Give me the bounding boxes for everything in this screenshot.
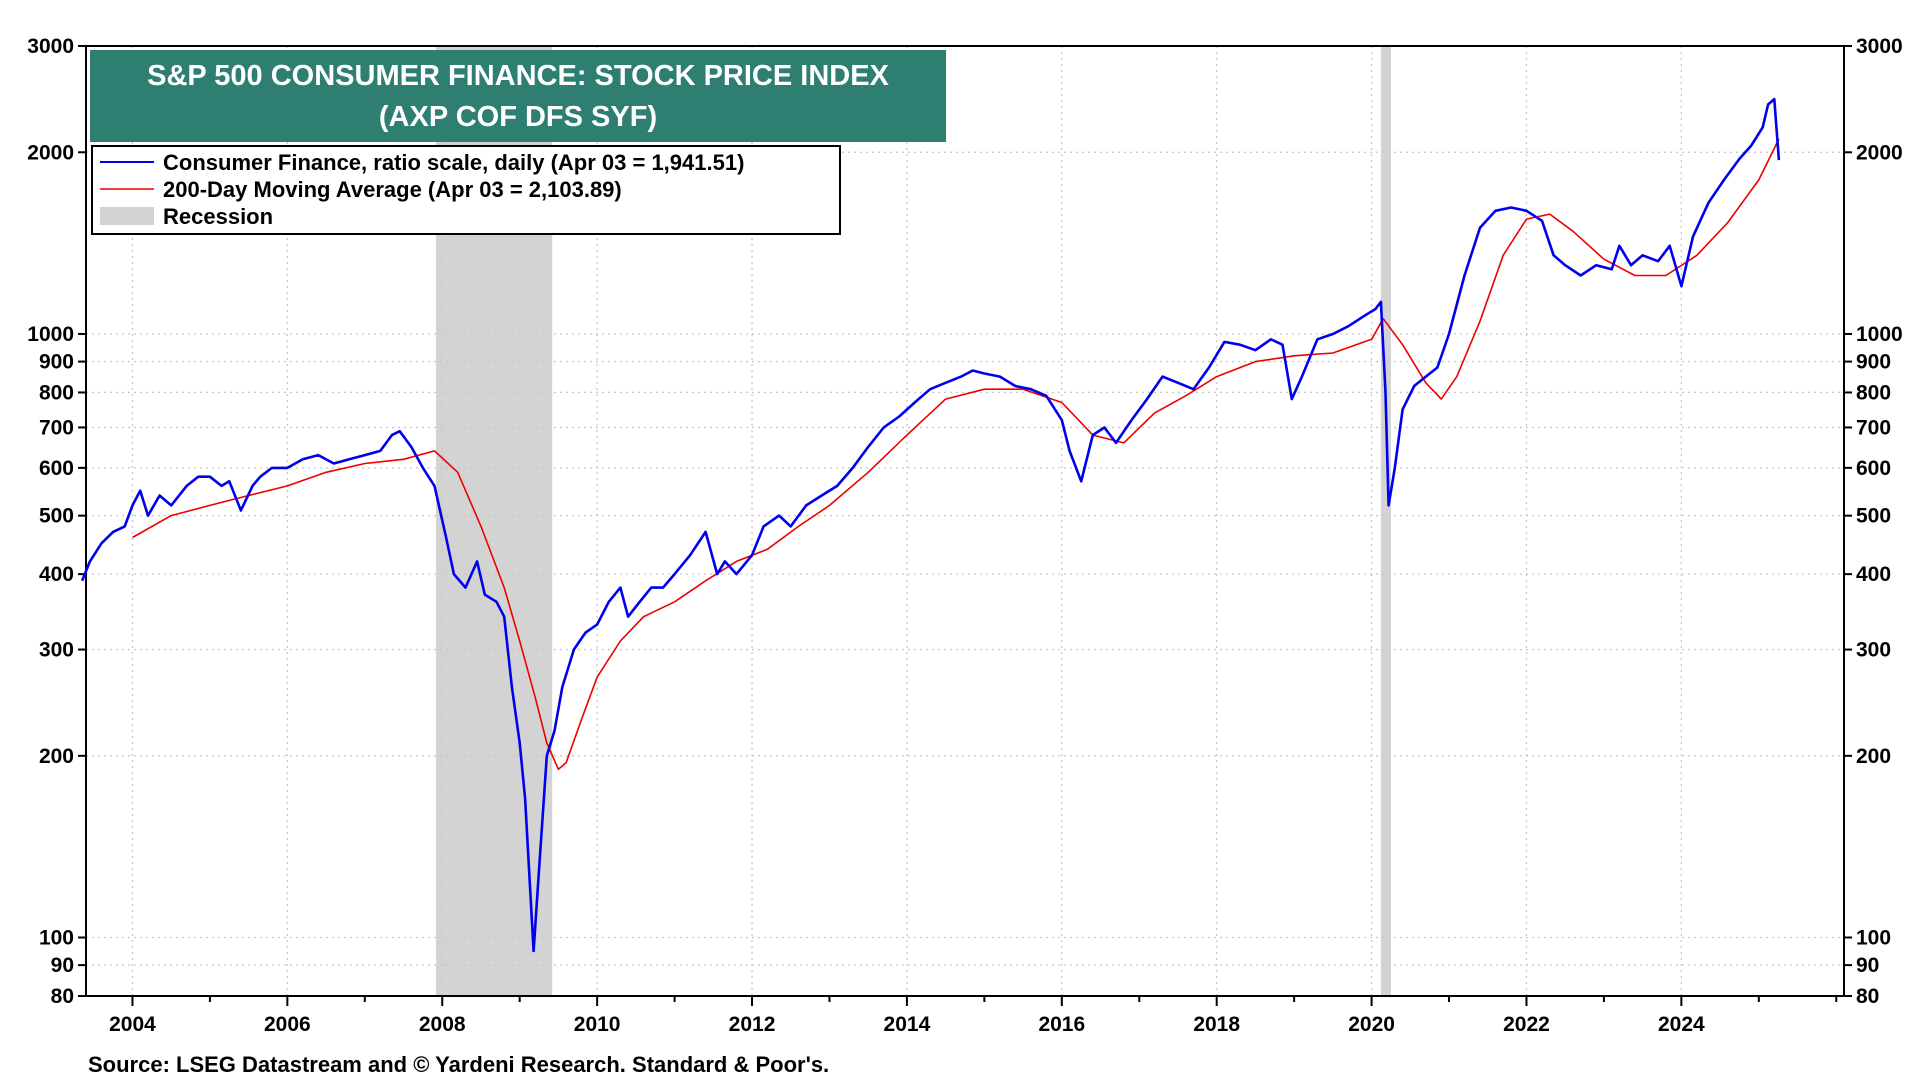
right-y-tick-label: 90 [1856, 954, 1879, 977]
left-y-tick-label: 3000 [27, 35, 74, 58]
chart-subtitle: (AXP COF DFS SYF) [379, 101, 657, 133]
x-tick-label: 2006 [264, 1013, 311, 1036]
right-y-tick-label: 600 [1856, 457, 1891, 480]
title-box [90, 50, 946, 142]
right-y-tick-label: 900 [1856, 351, 1891, 374]
x-tick-label: 2018 [1193, 1013, 1240, 1036]
right-y-tick-label: 400 [1856, 563, 1891, 586]
right-y-tick-label: 500 [1856, 505, 1891, 528]
legend-swatch-recession [100, 207, 154, 225]
left-y-tick-label: 400 [39, 563, 74, 586]
right-y-tick-label: 2000 [1856, 141, 1903, 164]
x-tick-label: 2004 [109, 1013, 156, 1036]
series-line-consumer-finance [80, 97, 1781, 953]
right-y-tick-label: 300 [1856, 639, 1891, 662]
x-tick-label: 2012 [729, 1013, 776, 1036]
left-y-axis: 80 90 100 200 300 400 500 600 700 800 900 1000 2000 3… [27, 35, 86, 1008]
left-y-tick-label: 500 [39, 505, 74, 528]
x-tick-label: 2024 [1658, 1013, 1705, 1036]
right-y-tick-label: 80 [1856, 985, 1879, 1008]
left-y-tick-label: 1000 [27, 323, 74, 346]
right-y-tick-label: 3000 [1856, 35, 1903, 58]
left-y-tick-label: 900 [39, 351, 74, 374]
legend-label-recession: Recession [163, 204, 273, 229]
right-y-tick-label: 100 [1856, 927, 1891, 950]
right-y-tick-label: 700 [1856, 416, 1891, 439]
x-tick-label: 2016 [1038, 1013, 1085, 1036]
x-axis: 2004 2006 2008 2010 2012 2014 2016 2018 2020 2022… [109, 996, 1838, 1036]
x-tick-label: 2008 [419, 1013, 466, 1036]
legend-label-moving-average: 200-Day Moving Average (Apr 03 = 2,103.8… [163, 177, 622, 202]
left-y-tick-label: 200 [39, 745, 74, 768]
left-y-tick-label: 2000 [27, 141, 74, 164]
left-y-tick-label: 700 [39, 416, 74, 439]
x-tick-label: 2014 [884, 1013, 931, 1036]
legend-label-consumer-finance: Consumer Finance, ratio scale, daily (Ap… [163, 150, 744, 175]
source-note: Source: LSEG Datastream and © Yardeni Re… [88, 1052, 829, 1077]
recession-band-2 [1380, 46, 1391, 996]
chart-title: S&P 500 CONSUMER FINANCE: STOCK PRICE IN… [147, 60, 889, 92]
left-y-tick-label: 600 [39, 457, 74, 480]
right-y-axis: 80 90 100 200 300 400 500 600 700 800 900 1000 2000 3… [1844, 35, 1903, 1008]
left-y-tick-label: 300 [39, 639, 74, 662]
legend-box [91, 145, 841, 235]
left-y-tick-label: 80 [51, 985, 74, 1008]
x-tick-label: 2022 [1503, 1013, 1550, 1036]
series-line-moving-average [132, 138, 1780, 771]
right-y-tick-label: 200 [1856, 745, 1891, 768]
right-y-tick-label: 800 [1856, 381, 1891, 404]
left-y-tick-label: 800 [39, 381, 74, 404]
x-tick-label: 2010 [574, 1013, 621, 1036]
left-y-tick-label: 90 [51, 954, 74, 977]
plot-frame [85, 45, 1845, 997]
right-y-tick-label: 1000 [1856, 323, 1903, 346]
series-layer [80, 97, 1781, 953]
left-y-tick-label: 100 [39, 927, 74, 950]
x-tick-label: 2020 [1348, 1013, 1395, 1036]
